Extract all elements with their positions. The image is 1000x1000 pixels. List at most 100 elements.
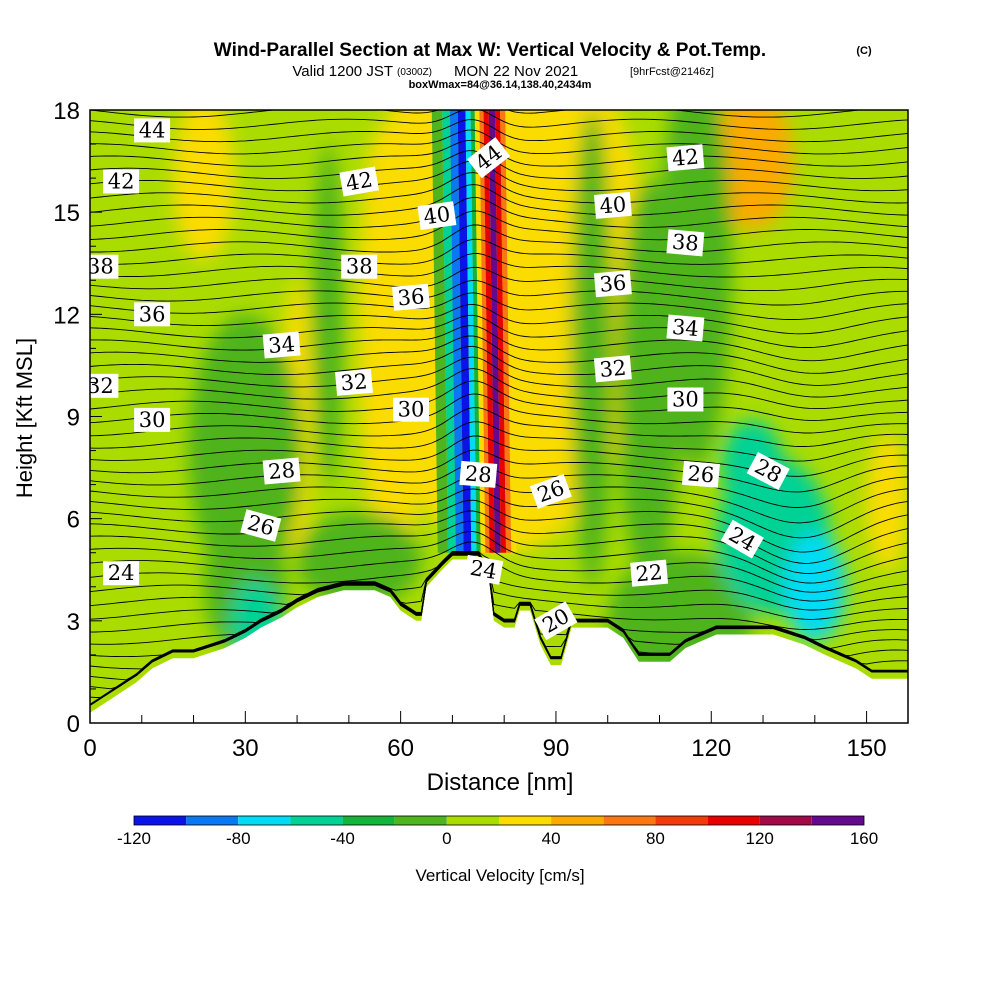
colorbar-tick-label: 160: [850, 829, 878, 848]
isentrope-line: [90, 345, 908, 386]
isentrope-label-bg: [593, 191, 632, 219]
isentrope-label-text: 38: [346, 255, 373, 279]
isentrope-label-bg: [103, 561, 140, 586]
isentrope-label: 34: [666, 314, 705, 342]
colorbar: -120 -80 -40 0 40 80 120 160: [117, 815, 878, 848]
isentrope-label-text: 32: [340, 369, 369, 395]
isentrope-line: [90, 488, 908, 539]
core-band-3: [457, 110, 472, 553]
isentrope-label-text: 40: [422, 202, 452, 229]
isentrope-label-bg: [134, 302, 171, 327]
isentrope-line: [90, 325, 908, 362]
velocity-core: [431, 110, 517, 553]
isentrope-line: [90, 184, 908, 216]
isentrope-label-bg: [90, 373, 119, 398]
isentrope-label: 44: [134, 118, 171, 143]
core-band-12: [505, 110, 517, 553]
isentrope-label: 36: [593, 270, 632, 298]
isentrope-label: 36: [134, 302, 171, 327]
colorbar-swatch: [290, 816, 343, 825]
isentrope-line: [90, 119, 908, 143]
isentrope-line: [90, 279, 908, 306]
isentrope-label-bg: [392, 283, 430, 311]
isentrope-label-bg: [262, 331, 301, 359]
isentrope-label-bg: [134, 407, 171, 432]
x-tick-label: 60: [387, 735, 414, 762]
colorbar-tick-label: 0: [442, 829, 451, 848]
isentrope-line: [90, 449, 908, 493]
isentrope-line: [90, 356, 908, 398]
x-axis: 0 30 60 90 120 150: [83, 711, 887, 762]
isentrope-label: 38: [666, 229, 705, 257]
isentrope-label-text: 40: [599, 192, 628, 218]
isentrope-line: [90, 541, 908, 593]
colorbar-label: Vertical Velocity [cm/s]: [415, 866, 584, 885]
x-tick-label: 0: [83, 735, 96, 762]
isentrope-label-bg: [467, 137, 511, 179]
isentrope-label: 30: [134, 407, 171, 432]
isentrope-label: 26: [681, 460, 720, 488]
y-tick-label: 6: [67, 507, 80, 534]
isentrope-line: [90, 314, 908, 348]
isentrope-line: [90, 110, 865, 118]
field-blob-2: [359, 127, 401, 536]
isentrope-label: 40: [417, 201, 457, 230]
isentrope-label-bg: [339, 166, 380, 197]
isentrope-label-text: 30: [398, 398, 425, 422]
y-tick-label: 18: [53, 98, 80, 125]
subtitle-utc: (0300Z): [397, 67, 432, 78]
colorbar-swatch: [342, 816, 395, 825]
field-blob-17: [783, 532, 846, 642]
colorbar-swatch: [134, 816, 187, 825]
colorbar-swatch: [707, 816, 760, 825]
isentrope-label: 28: [746, 451, 790, 491]
isentrope-label-bg: [335, 368, 373, 396]
isentrope-label: 36: [392, 283, 430, 311]
isentrope-line: [90, 266, 908, 292]
isentrope-label-text: 28: [464, 461, 493, 487]
isentrope-label-text: 28: [267, 458, 296, 484]
isentrope-label-text: 26: [687, 461, 716, 487]
colorbar-swatch: [499, 816, 552, 825]
isentrope-label-bg: [534, 601, 578, 641]
isentrope-label-bg: [667, 387, 704, 412]
isentrope-line: [90, 551, 908, 630]
isentrope-label-bg: [240, 509, 282, 542]
isentrope-label: 32: [335, 368, 373, 396]
isentrope-label: 28: [262, 457, 301, 485]
isentrope-line: [90, 368, 908, 410]
isentrope-line: [90, 160, 908, 192]
isentrope-label-text: 32: [87, 374, 114, 398]
subtitle-valid: Valid 1200 JST: [292, 63, 393, 80]
isentrope-line: [90, 292, 908, 320]
isentrope-line: [90, 531, 908, 584]
isentrope-label-bg: [666, 314, 705, 342]
isentrope-label: 32: [87, 373, 119, 398]
isentrope-label-bg: [593, 270, 632, 298]
isentrope-label: 24: [463, 554, 504, 585]
isentrope-label-text: 32: [599, 356, 628, 382]
colorbar-swatch: [551, 816, 604, 825]
colorbar-swatch: [394, 816, 447, 825]
field-blob-11: [659, 110, 732, 468]
isentrope-label-text: 44: [139, 118, 166, 142]
isentrope-label: 38: [90, 254, 119, 279]
isentrope-line: [90, 110, 908, 130]
core-band-6: [474, 110, 486, 553]
colorbar-tick-label: -80: [226, 829, 251, 848]
isentrope-label-text: 36: [139, 302, 166, 326]
colorbar-tick-label: -120: [117, 829, 151, 848]
colorbar-swatch: [811, 816, 864, 825]
isentrope-label-bg: [666, 229, 705, 257]
isentrope-line: [90, 253, 908, 278]
colorbar-swatch: [186, 816, 239, 825]
isentrope-line: [90, 551, 908, 620]
terrain: [90, 559, 908, 723]
isentrope-line: [90, 520, 908, 574]
y-tick-label: 0: [67, 711, 80, 738]
isentrope-label-text: 42: [344, 167, 374, 195]
isentrope-label: 40: [593, 191, 632, 219]
colorbar-swatch: [603, 816, 656, 825]
